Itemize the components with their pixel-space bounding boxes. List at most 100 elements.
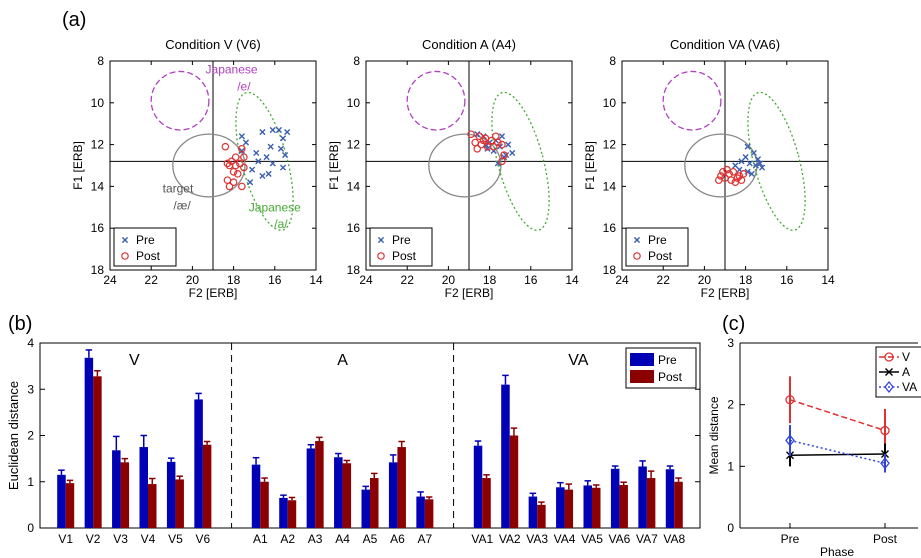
scatter-point-post xyxy=(231,153,240,161)
bar-post xyxy=(175,479,184,528)
scatter-point-pre xyxy=(744,143,751,150)
scatter-point-pre xyxy=(756,160,764,167)
y-tick-label: 2 xyxy=(27,429,34,443)
vowel-region-ellipse xyxy=(150,70,210,131)
y-tick-label: 1 xyxy=(27,475,34,489)
bar-pre xyxy=(251,464,261,528)
bar-post xyxy=(370,478,379,528)
scatter-point-pre xyxy=(279,164,287,171)
scatter-point-post xyxy=(225,182,234,191)
vowel-region-ellipse xyxy=(428,133,502,198)
scatter-panel: Condition A (A4)24 22 20 18 16 1481012141618F… xyxy=(327,37,579,300)
scatter-point-pre-stroke xyxy=(249,166,256,173)
x-tick-label: VA1 xyxy=(471,532,493,546)
x-tick-label: V2 xyxy=(86,532,101,546)
x-axis-label: F2 [ERB] xyxy=(701,286,750,300)
x-tick-label: VA6 xyxy=(609,532,631,546)
scatter-point-post xyxy=(498,157,506,166)
x-tick-label: VA8 xyxy=(663,532,685,546)
scatter-point-pre-stroke xyxy=(259,172,266,180)
x-tick-label: A6 xyxy=(390,532,405,546)
x-axis-label: Phase xyxy=(820,545,854,558)
scatter-point-pre xyxy=(502,151,510,159)
x-tick-label: 20 xyxy=(698,273,712,287)
bar-pre xyxy=(194,399,203,528)
bar-pre xyxy=(84,357,94,528)
scatter-point-pre xyxy=(754,156,762,163)
ellipse-annotation: Japanese xyxy=(249,200,301,214)
scatter-point-pre-stroke xyxy=(269,126,276,134)
y-tick-label: 18 xyxy=(347,263,361,277)
scatter-point-post xyxy=(240,153,248,161)
scatter-point-pre-stroke xyxy=(277,145,285,152)
scatter-point-pre xyxy=(259,172,266,180)
data-point-v xyxy=(785,395,795,405)
x-tick-label: V4 xyxy=(141,532,156,546)
panel-label-b: (b) xyxy=(8,313,32,335)
scatter-point-pre-stroke xyxy=(744,143,751,150)
x-tick-label: 18 xyxy=(483,273,497,287)
legend-marker-va xyxy=(884,380,894,394)
scatter-panel: Condition V (V6)24 22 20 18 16 1481012141618F… xyxy=(71,37,323,300)
bar-post xyxy=(202,444,212,528)
scatter-point-pre xyxy=(758,164,766,171)
scatter-point-pre xyxy=(242,139,250,146)
legend-marker-post xyxy=(377,252,385,260)
y-tick-label: 18 xyxy=(91,263,105,277)
scatter-point-pre-stroke xyxy=(505,141,512,148)
bar-post xyxy=(564,489,574,528)
x-tick-label: A5 xyxy=(363,532,378,546)
bar-post xyxy=(509,435,519,528)
scatter-point-pre-stroke xyxy=(509,149,516,157)
y-tick-label: 2 xyxy=(727,398,734,412)
legend-label: VA xyxy=(902,380,917,394)
scatter-point-pre xyxy=(746,160,753,167)
legend-label: Post xyxy=(136,249,161,263)
legend-marker-a xyxy=(885,368,893,376)
scatter-point-pre-stroke xyxy=(259,128,266,136)
scatter-point-pre-stroke xyxy=(269,160,276,167)
scatter-point-post xyxy=(233,170,242,178)
scatter-point-pre-stroke xyxy=(758,164,766,171)
scatter-point-pre-stroke xyxy=(748,170,755,177)
group-label: V xyxy=(129,352,140,369)
bar-pre xyxy=(610,468,620,528)
legend-label: A xyxy=(902,365,910,379)
ellipse-annotation: Japanese xyxy=(206,63,258,77)
scatter-point-pre xyxy=(742,154,749,161)
x-tick-label: A2 xyxy=(280,532,295,546)
x-tick-label: A7 xyxy=(418,532,433,546)
data-point-va xyxy=(785,434,795,447)
x-tick-label: 24 xyxy=(359,273,373,287)
x-tick-label: 14 xyxy=(565,273,579,287)
scatter-point-pre-stroke xyxy=(246,179,254,186)
legend-marker-post xyxy=(121,252,129,260)
y-tick-label: 8 xyxy=(353,54,360,68)
x-tick-label: 20 xyxy=(442,273,456,287)
legend-label: Pre xyxy=(658,353,677,367)
y-tick-label: 0 xyxy=(727,521,734,535)
bar-pre xyxy=(361,489,370,528)
scatter-point-post xyxy=(223,176,232,184)
scatter-point-pre xyxy=(484,145,491,152)
scatter-point-post xyxy=(491,132,500,141)
bar-pre xyxy=(528,496,538,528)
bar-post xyxy=(315,441,324,528)
x-tick-label: 24 xyxy=(103,273,117,287)
x-tick-label: 18 xyxy=(227,273,241,287)
y-tick-label: 10 xyxy=(347,96,361,110)
y-tick-label: 12 xyxy=(347,138,361,152)
scatter-point-pre xyxy=(269,126,276,134)
bar-pre xyxy=(57,474,66,528)
scatter-point-post xyxy=(473,144,482,153)
bar-pre xyxy=(166,461,176,528)
x-tick-label: V5 xyxy=(168,532,183,546)
x-tick-label: A4 xyxy=(335,532,350,546)
data-point-v xyxy=(880,425,890,436)
scatter-point-pre-stroke xyxy=(255,158,262,165)
legend-label: Pre xyxy=(648,233,667,247)
legend-label: Pre xyxy=(392,233,411,247)
y-tick-label: 3 xyxy=(727,336,734,350)
x-tick-label: VA5 xyxy=(581,532,603,546)
bar-post xyxy=(120,462,130,528)
